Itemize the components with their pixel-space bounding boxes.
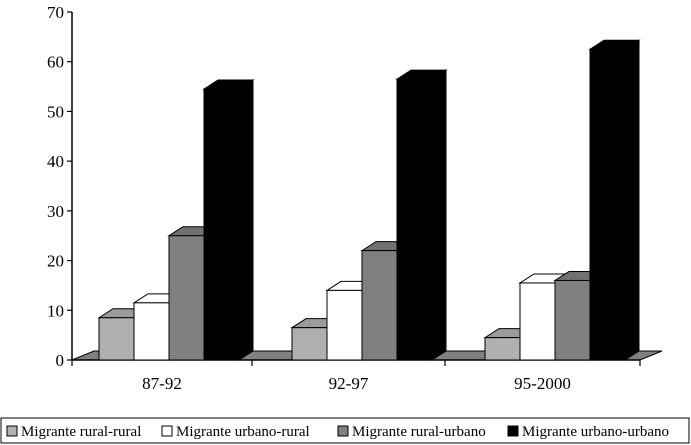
legend-box	[0, 417, 690, 444]
legend-label: Migrante rural-rural	[21, 424, 141, 440]
bar-front	[203, 88, 240, 361]
y-tick-label: 70	[47, 3, 64, 22]
chart-legend: Migrante rural-rural Migrante urbano-rura…	[0, 417, 690, 444]
bar-front	[589, 48, 626, 361]
bar-front	[519, 282, 556, 361]
x-category-label: 87-92	[142, 374, 182, 393]
legend-swatch	[337, 425, 349, 437]
y-tick-label: 60	[47, 53, 64, 72]
y-tick-label: 30	[47, 202, 64, 221]
y-tick-label: 50	[47, 102, 64, 121]
legend-swatch	[161, 425, 173, 437]
bar-front	[98, 317, 135, 361]
legend-entry: Migrante urbano-urbano	[507, 424, 669, 440]
y-tick-label: 0	[56, 351, 65, 370]
y-tick-label: 20	[47, 252, 64, 271]
bar-front	[484, 337, 521, 361]
legend-swatch	[6, 425, 18, 437]
bar-side	[238, 79, 254, 361]
bar-side	[624, 39, 640, 361]
legend-entry: Migrante rural-rural	[6, 424, 141, 440]
bar	[588, 39, 641, 361]
legend-swatch	[507, 425, 519, 437]
legend-label: Migrante rural-urbano	[352, 424, 486, 440]
y-tick-label: 10	[47, 301, 64, 320]
x-category-label: 95-2000	[514, 374, 571, 393]
bar-front	[326, 289, 363, 361]
bar-front	[554, 279, 591, 361]
y-tick-label: 40	[47, 152, 64, 171]
bar-front	[396, 78, 433, 361]
legend-entry: Migrante rural-urbano	[337, 424, 486, 440]
bar	[395, 69, 448, 361]
bar	[325, 280, 378, 361]
bar	[202, 79, 255, 361]
bar-side	[431, 69, 447, 361]
legend-entry: Migrante urbano-rural	[161, 424, 310, 440]
legend-label: Migrante urbano-urbano	[522, 424, 669, 440]
bar-front	[133, 302, 170, 361]
bar-front	[291, 327, 328, 361]
x-category-label: 92-97	[329, 374, 369, 393]
chart-bars	[97, 39, 641, 361]
legend-label: Migrante urbano-rural	[176, 424, 310, 440]
bar-front	[168, 235, 205, 361]
bar-front	[361, 250, 398, 361]
